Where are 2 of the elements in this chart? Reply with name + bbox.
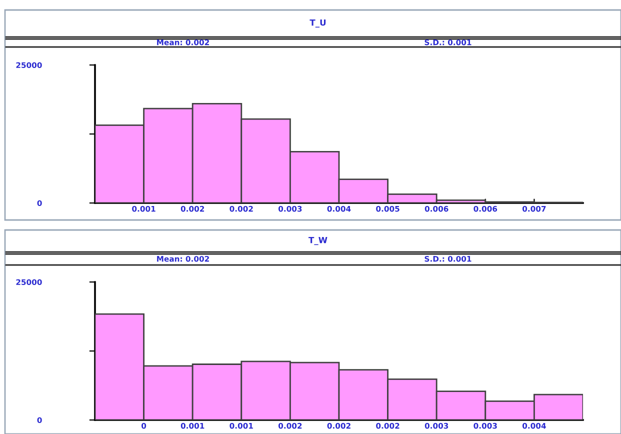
chart-title: T_U	[310, 19, 326, 28]
chart-title: T_W	[308, 236, 328, 246]
